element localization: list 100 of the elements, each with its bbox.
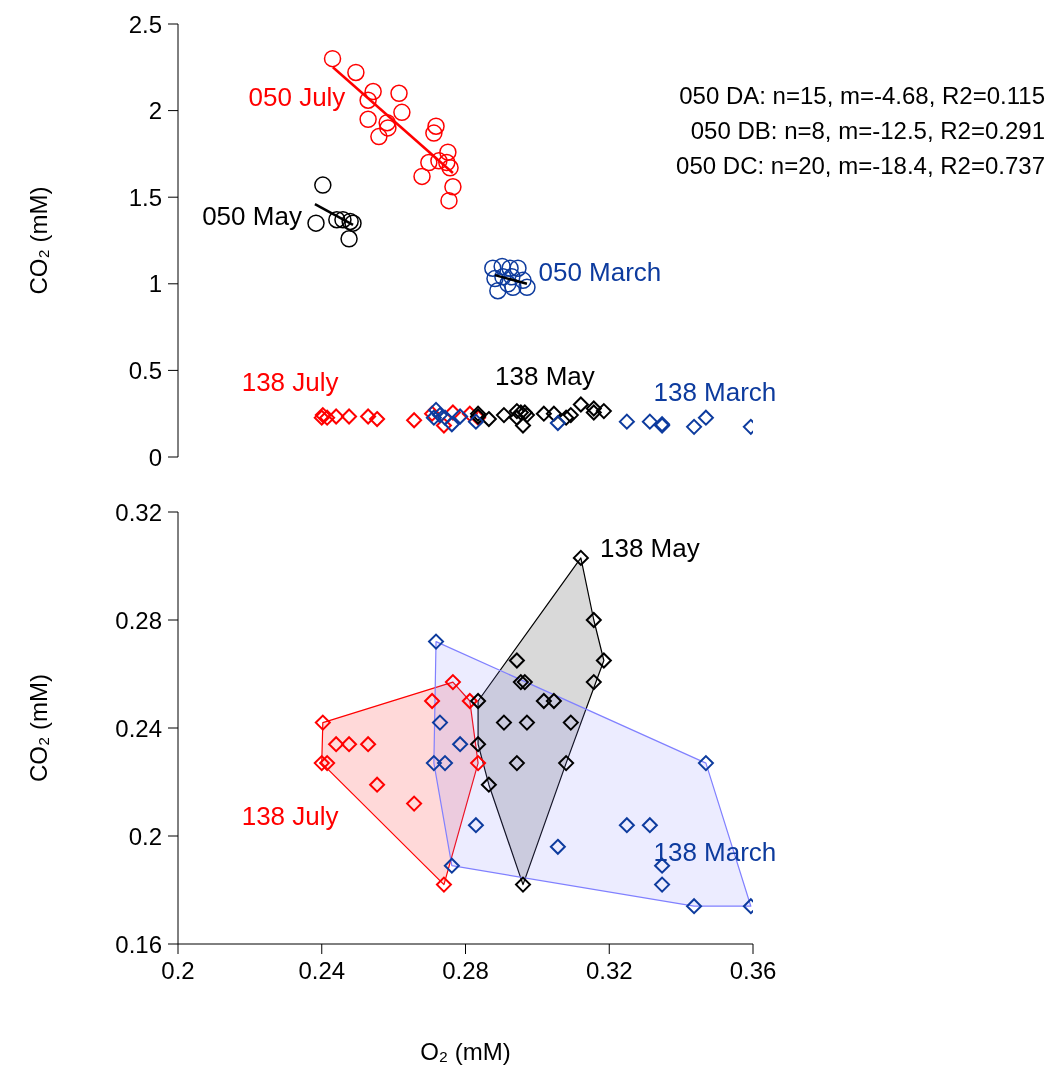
series-label: 050 March [538, 256, 662, 287]
point [435, 876, 452, 893]
point [545, 405, 562, 422]
point [328, 408, 345, 425]
point [393, 103, 411, 122]
point [369, 776, 386, 793]
y-tick-label: 1 [148, 270, 162, 298]
point [686, 418, 703, 435]
point [512, 674, 529, 691]
point [508, 755, 525, 772]
point [489, 281, 507, 300]
point [439, 143, 457, 161]
x-tick-label: 0.32 [585, 957, 633, 985]
point [413, 167, 431, 186]
point [641, 817, 658, 834]
point [518, 278, 536, 297]
point [545, 693, 562, 709]
y-tick-label: 0.24 [115, 714, 162, 742]
point [535, 405, 552, 422]
point [585, 400, 602, 417]
point [347, 63, 365, 82]
y-tick-label: 0.32 [115, 498, 162, 526]
point [618, 817, 635, 834]
point [406, 412, 423, 429]
y-tick-label: 0 [148, 443, 162, 471]
point [452, 408, 469, 425]
point [503, 268, 521, 286]
point [319, 409, 336, 426]
series-label: 050 July [248, 81, 346, 112]
x-tick-label: 0.24 [298, 957, 346, 985]
point [431, 407, 448, 424]
series-label: 138 July [241, 367, 339, 397]
point [697, 755, 714, 772]
point [425, 124, 443, 142]
point [441, 159, 459, 177]
annotation: 050 DA: n=15, m=-4.68, R2=0.115 [679, 82, 1045, 109]
point [444, 404, 461, 421]
point [486, 269, 504, 288]
point [493, 257, 511, 276]
point [379, 119, 397, 137]
point [499, 275, 517, 293]
point [518, 714, 535, 731]
point [425, 409, 442, 426]
point [641, 413, 658, 430]
series-label: 138 March [653, 837, 777, 868]
point [484, 259, 502, 277]
point [572, 549, 589, 566]
point [340, 230, 358, 248]
point [508, 652, 525, 669]
y-tick-label: 1.5 [128, 183, 162, 211]
point [470, 755, 487, 772]
x-tick-label: 0.28 [442, 957, 489, 985]
point [595, 403, 612, 420]
point [425, 755, 442, 772]
point [495, 407, 512, 424]
point [585, 612, 602, 628]
point [558, 755, 575, 772]
point [480, 411, 497, 428]
point [406, 795, 423, 812]
series-label: 050 May [202, 201, 302, 232]
point [461, 405, 478, 422]
point [307, 214, 325, 232]
point [437, 409, 454, 426]
point [585, 674, 602, 691]
point [440, 191, 458, 210]
point [618, 413, 635, 430]
point [562, 714, 579, 731]
point [595, 652, 612, 669]
y-tick-label: 0.5 [128, 356, 162, 384]
point [509, 259, 527, 277]
point [558, 409, 575, 426]
point [424, 693, 441, 709]
y-tick-label: 0.28 [115, 606, 162, 634]
point [508, 403, 525, 420]
point [686, 898, 703, 915]
point [370, 127, 388, 146]
series-label: 138 May [495, 360, 595, 391]
point [437, 755, 454, 772]
y-tick-label: 0.16 [115, 930, 162, 958]
point [420, 153, 438, 172]
point [549, 415, 566, 432]
point [390, 84, 408, 103]
point [443, 416, 460, 433]
point [585, 404, 602, 421]
point [452, 736, 469, 753]
point [427, 117, 445, 135]
point [494, 268, 512, 286]
point [359, 110, 377, 129]
point [360, 736, 377, 753]
point [514, 271, 532, 290]
point [501, 259, 519, 277]
point [444, 178, 462, 196]
series-label: 138 March [653, 377, 777, 408]
point [443, 857, 460, 874]
point [314, 714, 331, 731]
y-tick-label: 2.5 [128, 10, 162, 38]
point [341, 408, 358, 425]
point [470, 693, 487, 709]
x-tick-label: 0.36 [729, 957, 777, 985]
point [470, 736, 487, 753]
